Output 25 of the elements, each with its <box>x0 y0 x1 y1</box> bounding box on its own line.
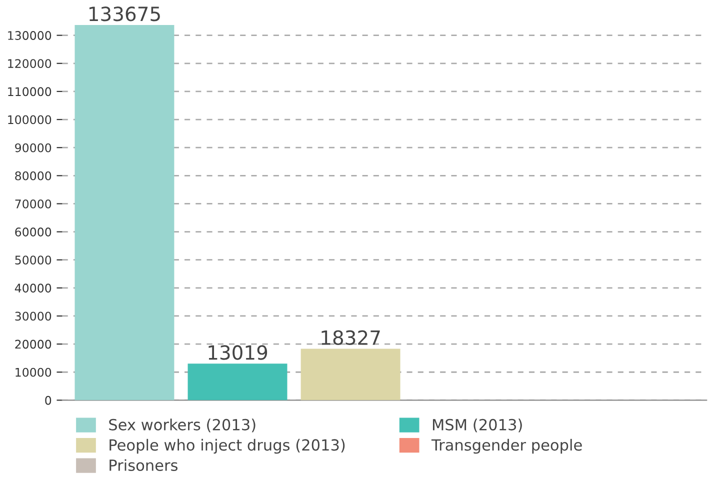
y-tick-label: 110000 <box>8 87 52 96</box>
bar <box>188 364 288 400</box>
data-label: 133675 <box>89 6 160 22</box>
y-tick-label: 120000 <box>8 59 52 68</box>
y-tick-label: 50000 <box>15 256 52 265</box>
y-tick-label: 0 <box>45 396 52 405</box>
legend-label: Sex workers (2013) <box>109 418 256 432</box>
data-label: 13019 <box>208 345 268 360</box>
legend-label: MSM (2013) <box>432 418 522 432</box>
y-tick-label: 10000 <box>16 368 52 377</box>
bar <box>300 348 400 400</box>
y-tick-label: 40000 <box>14 284 52 293</box>
y-tick-label: 70000 <box>15 199 52 208</box>
y-tick-label: 130000 <box>8 31 52 40</box>
y-tick-label: 20000 <box>15 340 52 349</box>
legend-label: People who inject drugs (2013) <box>110 438 345 454</box>
y-tick-label: 30000 <box>15 312 52 321</box>
bar <box>74 25 174 400</box>
y-tick-label: 80000 <box>15 171 52 180</box>
y-tick-label: 90000 <box>15 143 52 152</box>
data-label: 18327 <box>322 330 380 345</box>
legend-label: Transgender people <box>431 438 582 454</box>
y-tick-label: 60000 <box>15 228 52 236</box>
legend-label: Prisoners <box>110 459 178 472</box>
y-tick-label: 100000 <box>8 115 52 124</box>
